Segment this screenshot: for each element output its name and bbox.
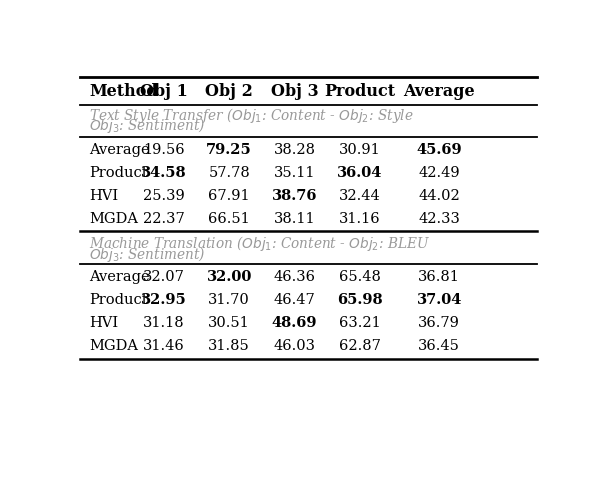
Text: Average: Average: [89, 142, 150, 156]
Text: 66.51: 66.51: [208, 212, 250, 226]
Text: 67.91: 67.91: [208, 189, 250, 203]
Text: 62.87: 62.87: [339, 340, 381, 353]
Text: 38.28: 38.28: [273, 142, 315, 156]
Text: 37.04: 37.04: [417, 293, 462, 307]
Text: 44.02: 44.02: [418, 189, 460, 203]
Text: 19.56: 19.56: [143, 142, 185, 156]
Text: 31.18: 31.18: [143, 316, 185, 330]
Text: 38.76: 38.76: [272, 189, 317, 203]
Text: 79.25: 79.25: [206, 142, 252, 156]
Text: 31.70: 31.70: [208, 293, 250, 307]
Text: 36.04: 36.04: [337, 166, 382, 180]
Text: Product: Product: [324, 83, 396, 100]
Text: 36.79: 36.79: [418, 316, 460, 330]
Text: 45.69: 45.69: [417, 142, 462, 156]
Text: 32.07: 32.07: [143, 270, 185, 284]
Text: 32.95: 32.95: [141, 293, 187, 307]
Text: 36.45: 36.45: [418, 340, 460, 353]
Text: 34.58: 34.58: [141, 166, 187, 180]
Text: HVI: HVI: [89, 316, 119, 330]
Text: MGDA: MGDA: [89, 212, 138, 226]
Text: 31.85: 31.85: [208, 340, 250, 353]
Text: 31.46: 31.46: [143, 340, 185, 353]
Text: 65.48: 65.48: [339, 270, 381, 284]
Text: Text Style Transfer ($\mathit{Obj}_1$: Content - $\mathit{Obj}_2$: Style: Text Style Transfer ($\mathit{Obj}_1$: C…: [89, 106, 414, 125]
Text: Average: Average: [89, 270, 150, 284]
Text: 63.21: 63.21: [339, 316, 380, 330]
Text: HVI: HVI: [89, 189, 119, 203]
Text: 32.00: 32.00: [206, 270, 252, 284]
Text: 35.11: 35.11: [274, 166, 315, 180]
Text: 30.51: 30.51: [208, 316, 250, 330]
Text: Machine Translation ($\mathit{Obj}_1$: Content - $\mathit{Obj}_2$: BLEU: Machine Translation ($\mathit{Obj}_1$: C…: [89, 234, 430, 253]
Text: 22.37: 22.37: [143, 212, 185, 226]
Text: Product: Product: [89, 166, 148, 180]
Text: 48.69: 48.69: [272, 316, 317, 330]
Text: MGDA: MGDA: [89, 340, 138, 353]
Text: Obj 2: Obj 2: [205, 83, 253, 100]
Text: 42.49: 42.49: [418, 166, 460, 180]
Text: Average: Average: [403, 83, 475, 100]
Text: 31.16: 31.16: [339, 212, 380, 226]
Text: Obj 3: Obj 3: [271, 83, 318, 100]
Text: 42.33: 42.33: [418, 212, 460, 226]
Text: Obj 1: Obj 1: [140, 83, 188, 100]
Text: 57.78: 57.78: [208, 166, 250, 180]
Text: $\mathit{Obj}_3$: Sentiment): $\mathit{Obj}_3$: Sentiment): [89, 244, 206, 264]
Text: 65.98: 65.98: [337, 293, 383, 307]
Text: 38.11: 38.11: [274, 212, 315, 226]
Text: 30.91: 30.91: [339, 142, 380, 156]
Text: $\mathit{Obj}_3$: Sentiment): $\mathit{Obj}_3$: Sentiment): [89, 116, 206, 136]
Text: 46.47: 46.47: [274, 293, 315, 307]
Text: 32.44: 32.44: [339, 189, 380, 203]
Text: 36.81: 36.81: [418, 270, 460, 284]
Text: 46.36: 46.36: [273, 270, 315, 284]
Text: 25.39: 25.39: [143, 189, 185, 203]
Text: Product: Product: [89, 293, 148, 307]
Text: 46.03: 46.03: [273, 340, 315, 353]
Text: Method: Method: [89, 83, 158, 100]
